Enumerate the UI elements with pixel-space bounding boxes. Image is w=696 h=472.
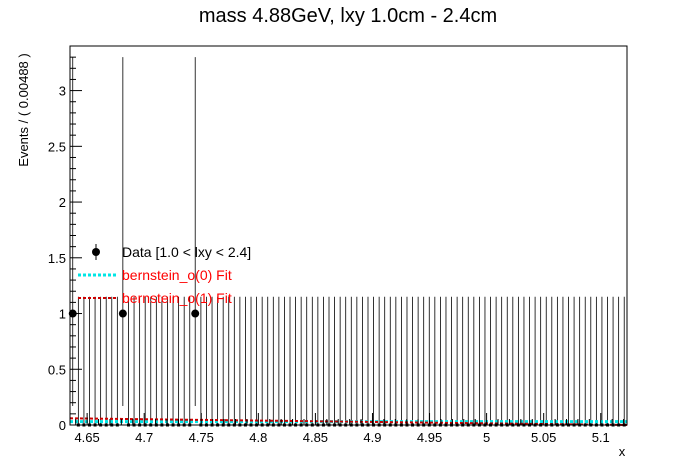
y-axis-ticks: 0 0.5 1 1.5 2 2.5 3 (48, 45, 82, 433)
x-tick-label: 5.05 (531, 430, 556, 445)
data-point (118, 309, 127, 318)
x-tick-label: 4.65 (74, 430, 99, 445)
data-points (68, 309, 626, 427)
y-tick-label: 3 (59, 84, 66, 99)
x-tick-label: 4.85 (303, 430, 328, 445)
chart-title: mass 4.88GeV, lxy 1.0cm - 2.4cm (199, 5, 497, 27)
y-tick-label: 1 (59, 307, 66, 322)
legend-label: bernstein_o(1) Fit (122, 290, 232, 306)
fit-curves (69, 417, 628, 426)
y-axis-label: Events / ( 0.00488 ) (16, 53, 31, 166)
y-tick-label: 0 (59, 418, 66, 433)
x-tick-label: 4.75 (189, 430, 214, 445)
x-tick-label: 5.1 (592, 430, 610, 445)
x-tick-label: 4.95 (417, 430, 442, 445)
y-tick-label: 1.5 (48, 251, 66, 266)
legend-marker-data (92, 248, 100, 256)
x-axis-label: x (619, 444, 626, 459)
legend-label: Data [1.0 < lxy < 2.4] (122, 244, 251, 260)
fit-curve-bernstein-o1 (69, 417, 628, 426)
x-tick-label: 4.9 (363, 430, 381, 445)
y-tick-label: 2.5 (48, 139, 66, 154)
x-tick-label: 4.8 (249, 430, 267, 445)
data-point (191, 309, 200, 318)
x-axis-ticks: 4.65 4.7 4.75 4.8 4.85 4.9 4.95 5 5.05 5.1 (74, 413, 625, 445)
legend: Data [1.0 < lxy < 2.4] bernstein_o(0) Fit… (78, 244, 251, 306)
y-tick-label: 2 (59, 195, 66, 210)
legend-label: bernstein_o(0) Fit (122, 267, 232, 283)
error-bars (72, 57, 625, 425)
x-tick-label: 5 (483, 430, 490, 445)
y-tick-label: 0.5 (48, 362, 66, 377)
plot-frame (69, 45, 628, 426)
x-tick-label: 4.7 (135, 430, 153, 445)
